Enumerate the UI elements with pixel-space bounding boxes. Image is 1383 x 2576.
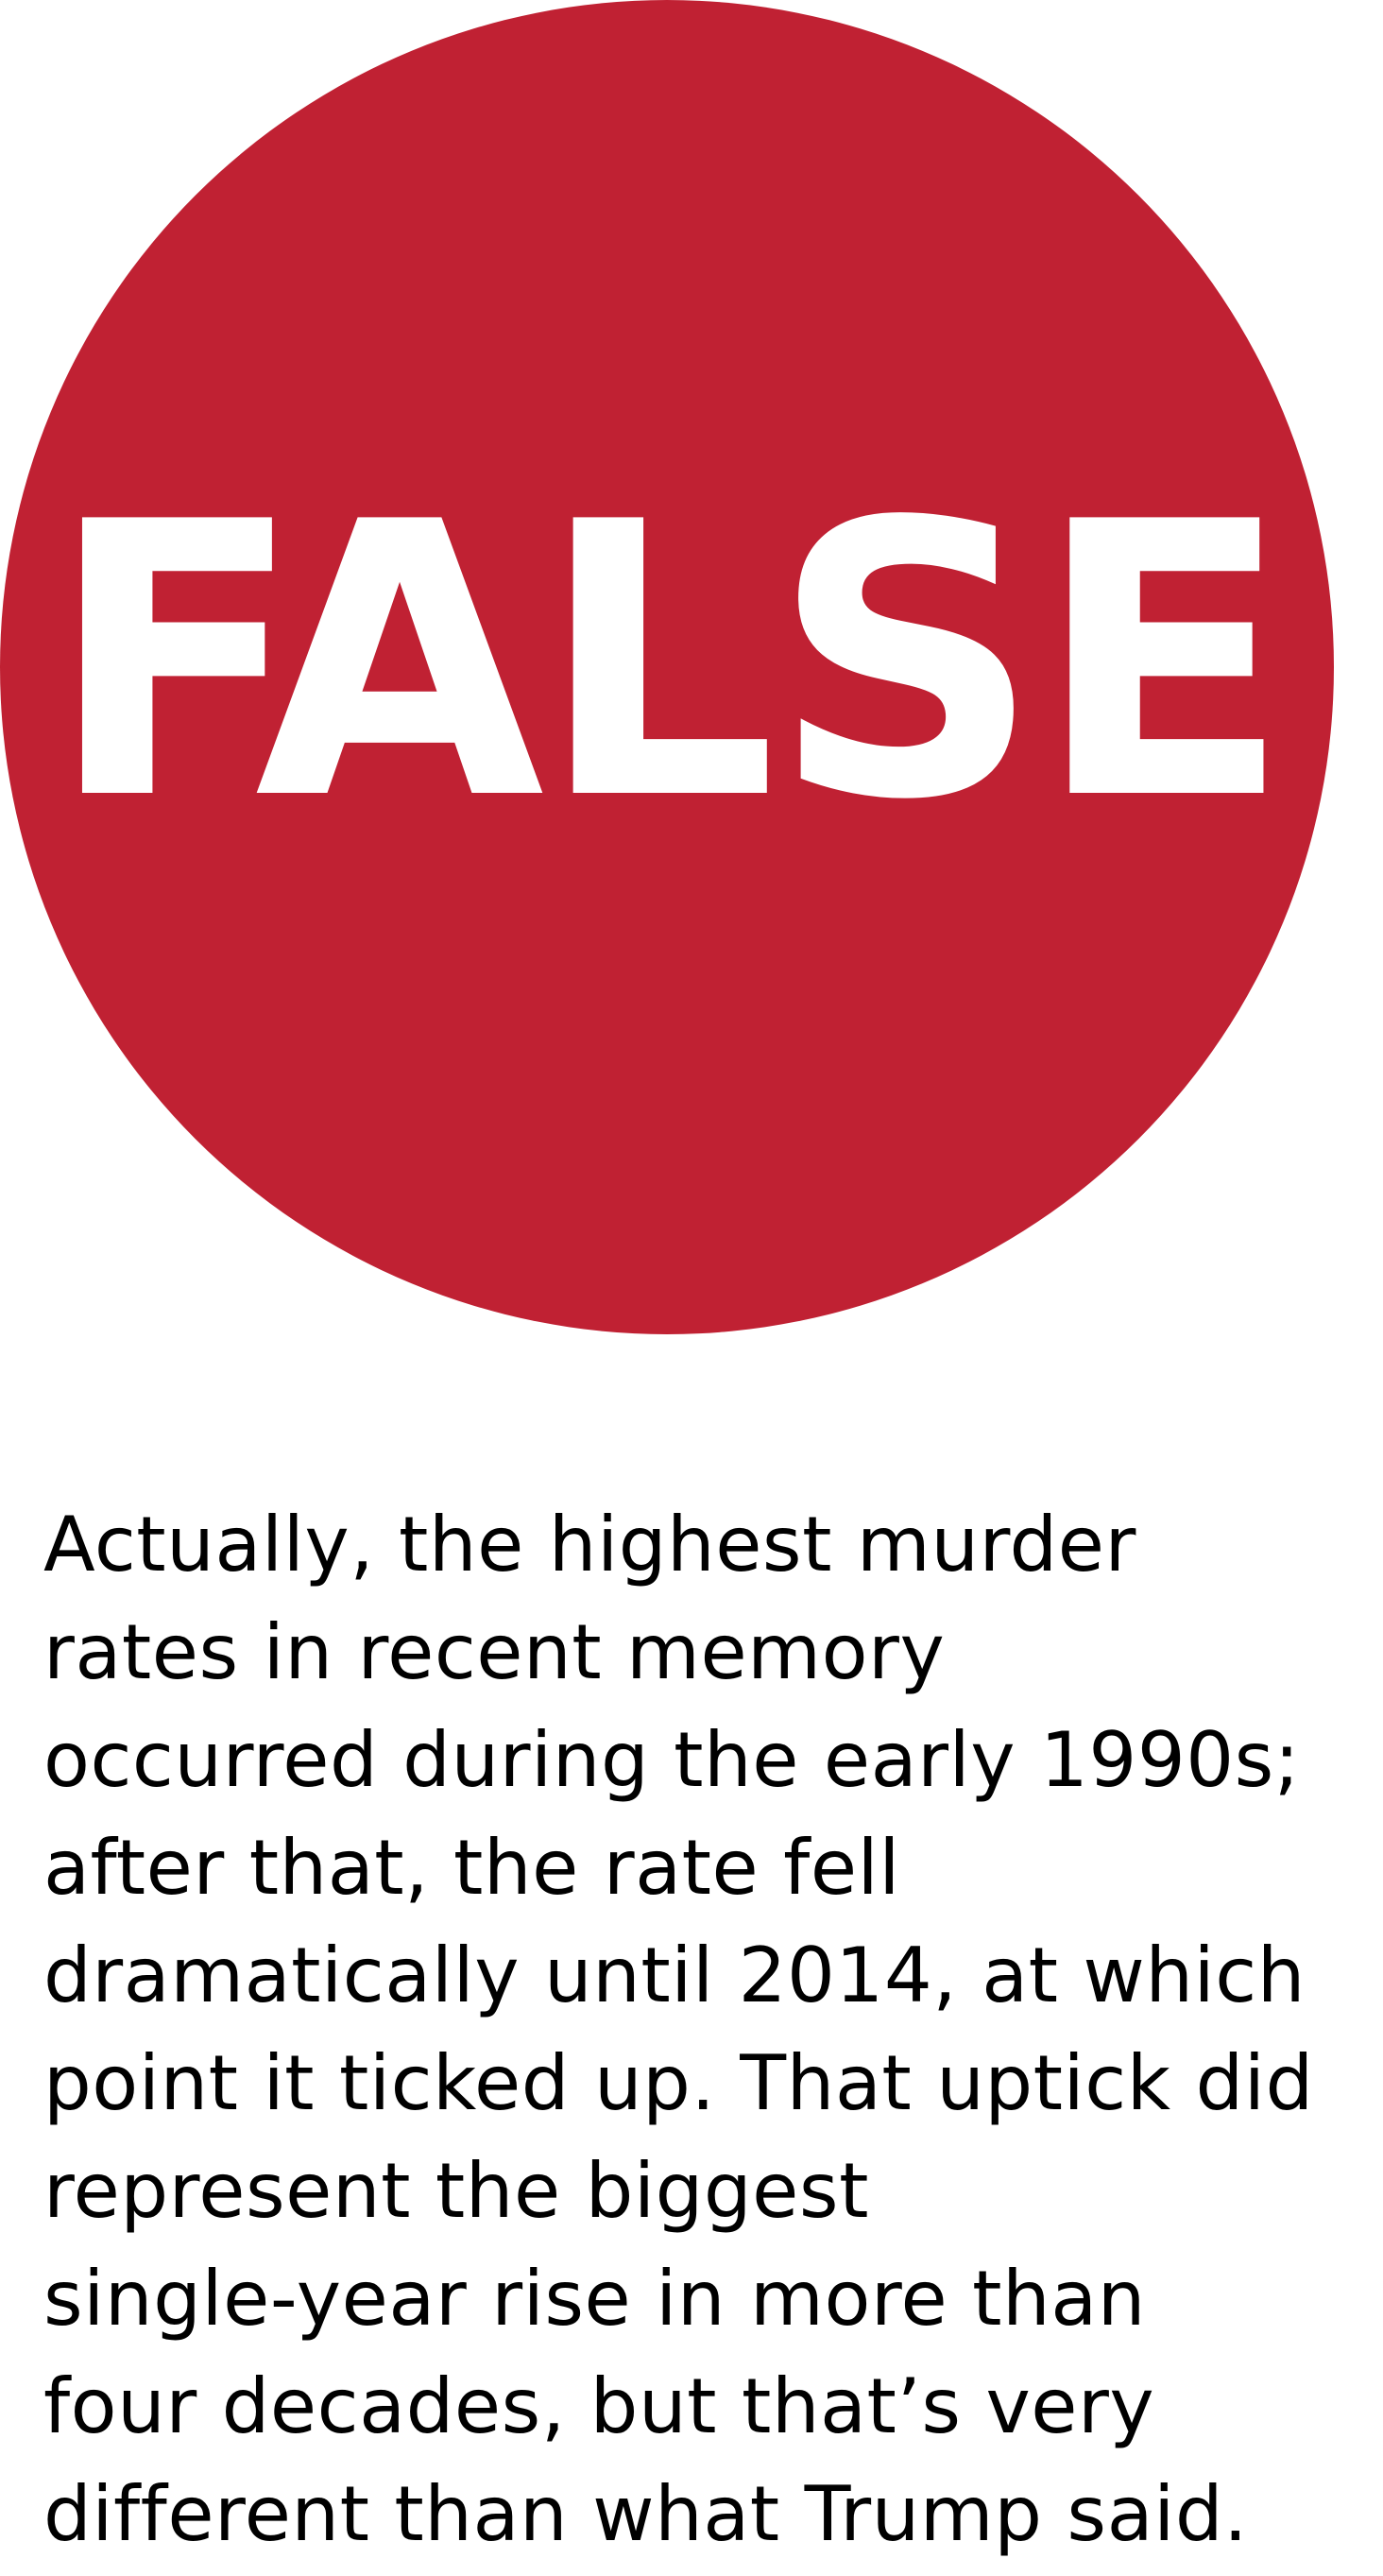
explanation-line: rates in recent memory (43, 1608, 946, 1696)
explanation-line: dramatically until 2014, at which (43, 1932, 1306, 2019)
explanation-line: Actually, the highest murder (43, 1501, 1136, 1589)
explanation-text: Actually, the highest murder rates in re… (43, 1491, 1366, 2568)
explanation-line: different than what Trump said. (43, 2470, 1249, 2558)
verdict-label: FALSE (48, 443, 1291, 883)
verdict-badge: FALSE (0, 0, 1334, 1334)
explanation-line: represent the biggest (43, 2147, 869, 2235)
explanation-line: single-year rise in more than (43, 2255, 1146, 2343)
explanation-line: point it ticked up. That uptick did (43, 2039, 1314, 2127)
explanation-line: after that, the rate fell (43, 1824, 900, 1912)
explanation-line: four decades, but that’s very (43, 2362, 1155, 2450)
explanation-line: occurred during the early 1990s; (43, 1716, 1301, 1804)
